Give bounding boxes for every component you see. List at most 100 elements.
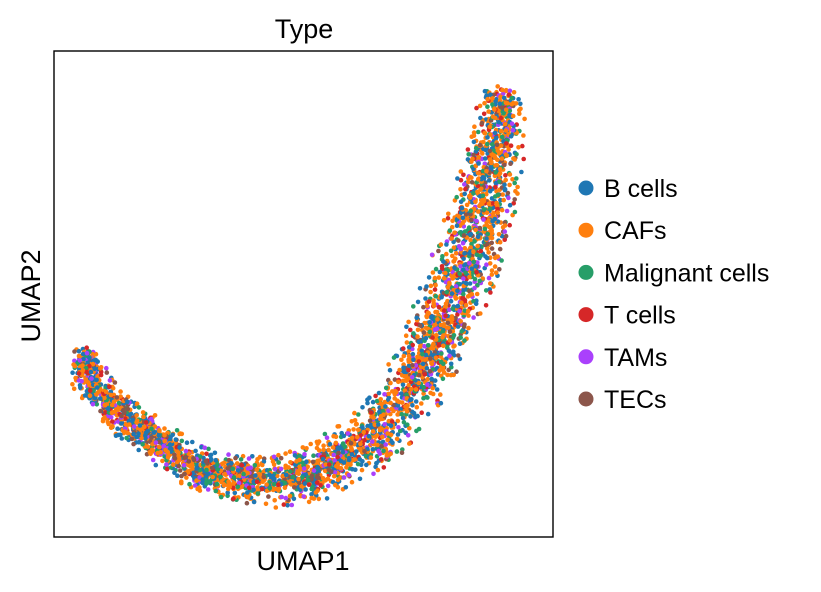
legend-label: B cells [604, 175, 678, 203]
scatter-point [322, 431, 328, 437]
legend-marker [578, 307, 594, 323]
scatter-point [444, 290, 450, 295]
scatter-point [291, 496, 297, 502]
scatter-point [333, 440, 339, 446]
scatter-point [478, 115, 483, 121]
scatter-point [321, 447, 326, 453]
scatter-point [453, 296, 459, 301]
scatter-point [421, 330, 427, 335]
scatter-point [108, 392, 114, 398]
scatter-point [471, 315, 476, 320]
scatter-point [490, 96, 495, 101]
scatter-point [450, 276, 455, 281]
scatter-point [487, 148, 493, 154]
scatter-point [462, 263, 467, 268]
scatter-point [87, 363, 92, 369]
scatter-point [235, 468, 241, 473]
scatter-point [484, 255, 490, 261]
scatter-point [446, 348, 452, 354]
scatter-point [497, 101, 503, 106]
scatter-point [482, 161, 488, 166]
scatter-point [108, 415, 114, 420]
scatter-point [209, 465, 215, 471]
scatter-point [382, 392, 387, 397]
scatter-point [255, 457, 260, 462]
scatter-point [468, 231, 474, 237]
scatter-point [140, 442, 145, 447]
scatter-point [430, 346, 436, 351]
scatter-point [302, 452, 307, 457]
scatter-point [179, 479, 184, 484]
scatter-point [488, 290, 493, 295]
y-axis-label: UMAP2 [16, 249, 46, 342]
scatter-point [326, 467, 332, 473]
scatter-point [463, 212, 469, 217]
scatter-point [432, 322, 437, 328]
scatter-point [157, 427, 162, 433]
scatter-point [477, 225, 483, 231]
scatter-point [493, 184, 498, 190]
scatter-point [132, 424, 137, 429]
scatter-point [251, 487, 256, 493]
scatter-point [503, 128, 509, 133]
scatter-point [162, 426, 167, 431]
scatter-point [231, 480, 237, 486]
scatter-point [432, 275, 438, 281]
scatter-point [250, 454, 255, 459]
scatter-point [322, 468, 328, 474]
scatter-point [510, 113, 516, 119]
scatter-point [447, 307, 452, 313]
scatter-point [103, 389, 109, 395]
scatter-point [480, 276, 486, 281]
scatter-point [357, 457, 363, 462]
scatter-point [438, 322, 444, 328]
scatter-point [462, 338, 467, 343]
scatter-point [353, 467, 358, 473]
scatter-point [102, 415, 107, 421]
scatter-point [482, 226, 488, 232]
scatter-point [149, 435, 154, 440]
scatter-point [354, 421, 360, 427]
scatter-point [355, 461, 361, 467]
scatter-point [438, 242, 444, 247]
scatter-point [493, 270, 499, 276]
scatter-point [261, 474, 267, 480]
scatter-point [492, 264, 498, 269]
scatter-point [87, 355, 92, 360]
scatter-point [76, 348, 82, 354]
scatter-point [430, 385, 436, 391]
scatter-point [506, 195, 511, 201]
scatter-point [346, 472, 352, 478]
scatter-point [436, 248, 441, 254]
scatter-point [164, 462, 169, 467]
scatter-point [502, 237, 508, 242]
scatter-point [475, 183, 481, 189]
scatter-point [149, 416, 154, 422]
scatter-point [489, 159, 494, 165]
scatter-point [173, 437, 179, 442]
scatter-point [121, 407, 126, 413]
scatter-point [257, 472, 263, 478]
scatter-point [158, 450, 163, 455]
scatter-point [421, 391, 426, 396]
scatter-point [441, 370, 447, 375]
scatter-point [467, 274, 472, 280]
scatter-point [406, 382, 412, 388]
scatter-point [345, 431, 351, 436]
scatter-point [440, 329, 446, 335]
scatter-point [443, 270, 448, 276]
scatter-point [72, 349, 77, 354]
scatter-point [388, 380, 393, 386]
scatter-point [281, 502, 287, 507]
scatter-point [94, 385, 100, 390]
scatter-point [465, 294, 471, 299]
scatter-point [310, 484, 315, 490]
scatter-point [495, 254, 501, 259]
scatter-point [485, 135, 490, 140]
scatter-point [416, 372, 422, 378]
scatter-point [104, 365, 109, 371]
scatter-point [487, 188, 493, 194]
scatter-point [423, 296, 428, 301]
scatter-point [451, 239, 456, 245]
scatter-point [282, 485, 288, 491]
